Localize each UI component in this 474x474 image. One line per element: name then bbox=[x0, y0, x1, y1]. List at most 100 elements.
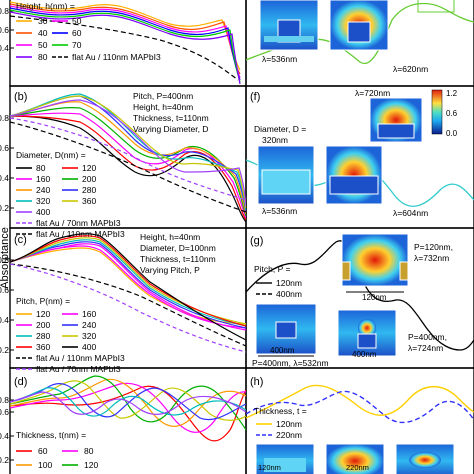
legend-c-item-7: 400 bbox=[62, 342, 96, 352]
map-e-1: λ=536nm bbox=[259, 0, 319, 64]
curve-d-t180 bbox=[10, 387, 246, 417]
legend-b-item-4: 240 bbox=[16, 185, 50, 195]
curve-b-flat70 bbox=[10, 117, 246, 201]
legend-b-item-5: 280 bbox=[62, 185, 96, 195]
curve-d-t120 bbox=[10, 375, 246, 431]
info-line: Pitch, P=400nm bbox=[133, 91, 193, 101]
legend-label: 360 bbox=[36, 342, 50, 352]
info-line: Height, h=40nm bbox=[140, 232, 200, 242]
curve-b-d320 bbox=[10, 93, 246, 211]
info-line: Thickness, t=110nm bbox=[133, 113, 209, 123]
legend-label: 400 bbox=[36, 207, 50, 217]
legend-a-item-7: flat Au / 110nm MAPbI3 bbox=[52, 52, 161, 62]
legend-b-item-8: 400 bbox=[16, 207, 50, 217]
panel-h-label: (h) bbox=[250, 376, 263, 388]
map-e-2: λ=620nm bbox=[329, 0, 428, 74]
map-f-2: λ=536nm bbox=[257, 145, 315, 216]
curve-b-d200 bbox=[10, 107, 246, 217]
y-tick-label: 0.6 bbox=[0, 25, 9, 35]
curve-c-flat70 bbox=[10, 263, 246, 353]
y-tick-label: 0.4 bbox=[0, 173, 9, 183]
legend-a-item-3: 60 bbox=[52, 28, 82, 38]
legend-title-d: Thickness, t(nm) = bbox=[16, 430, 86, 440]
map-f-3: λ=604nm bbox=[325, 145, 428, 218]
legend-a-item-5: 70 bbox=[52, 40, 82, 50]
y-tick-label: 0.6 bbox=[0, 285, 9, 295]
curve-c-p200 bbox=[10, 243, 246, 331]
legend-title-c: Pitch, P(nm) = bbox=[16, 296, 70, 306]
thickness-title: Thickness, t = bbox=[254, 406, 307, 416]
scale-label: 120nm bbox=[258, 463, 281, 472]
pitch-legend-0: 120nm bbox=[256, 278, 302, 288]
legend-b-item-6: 320 bbox=[16, 196, 50, 206]
info-line: Diameter, D=100nm bbox=[140, 243, 216, 253]
thickness-legend-1: 220nm bbox=[256, 430, 302, 440]
pitch-legend-1: 400nm bbox=[256, 289, 302, 299]
legend-c-item-3: 240 bbox=[62, 320, 96, 330]
panel-d-curves bbox=[10, 375, 246, 442]
curve-a-h70 bbox=[10, 9, 241, 83]
diameter-value: 320nm bbox=[262, 135, 288, 145]
map-caption: λ=724nm bbox=[408, 343, 443, 353]
curve-a-h80 bbox=[10, 11, 241, 85]
diameter-label: Diameter, D = bbox=[254, 124, 306, 134]
curve-c-p280 bbox=[10, 239, 246, 327]
info-line: Height, h=40nm bbox=[133, 102, 193, 112]
legend-c-item-5: 320 bbox=[62, 331, 96, 341]
panel-d-label: (d) bbox=[14, 376, 27, 388]
legend-label: 240 bbox=[36, 185, 50, 195]
curve-b-d400 bbox=[10, 99, 246, 207]
map-caption: λ=536nm bbox=[262, 206, 297, 216]
panel-c-label: (c) bbox=[14, 234, 27, 246]
map-g-2: 400nm P=400nm, λ=532nm bbox=[252, 303, 329, 368]
legend-a-item-1: 50 bbox=[52, 16, 82, 26]
legend-b-item-3: 200 bbox=[62, 174, 96, 184]
panel-b-curves bbox=[10, 93, 246, 223]
legend-label: 200 bbox=[36, 320, 50, 330]
panel-c-curves bbox=[10, 233, 246, 353]
curve-h-120 bbox=[246, 384, 474, 419]
legend-label: 40 bbox=[38, 28, 48, 38]
legend-label: 50 bbox=[72, 16, 82, 26]
legend-label: 60 bbox=[38, 446, 48, 456]
panel-d-legend: Thickness, t(nm) = 60 80 100 120 bbox=[16, 430, 98, 470]
legend-label: 360 bbox=[82, 196, 96, 206]
map-f-1 bbox=[369, 97, 423, 143]
legend-label: 120 bbox=[82, 163, 96, 173]
scale-label: 400nm bbox=[352, 350, 377, 359]
legend-title-b: Diameter, D(nm) = bbox=[16, 150, 86, 160]
colorbar-tick: 1.2 bbox=[446, 89, 458, 98]
y-tick-label: 0.2 bbox=[0, 203, 9, 213]
pitch-item: 400nm bbox=[276, 289, 302, 299]
legend-label: flat Au / 70nm MAPbI3 bbox=[36, 364, 121, 374]
y-tick-label: 0.6 bbox=[0, 143, 9, 153]
map-caption: λ=620nm bbox=[393, 64, 428, 74]
legend-label: 80 bbox=[36, 163, 46, 173]
legend-label: 120 bbox=[36, 309, 50, 319]
legend-label: 160 bbox=[82, 309, 96, 319]
y-tick-label: 0.8 bbox=[0, 395, 9, 405]
curve-b-d360 bbox=[10, 95, 246, 209]
info-line: Varying Pitch, P bbox=[140, 265, 200, 275]
legend-label: 80 bbox=[38, 52, 48, 62]
map-h-2: 220nm bbox=[325, 443, 385, 474]
legend-label: flat Au / 110nm MAPbI3 bbox=[36, 353, 125, 363]
legend-label: 280 bbox=[82, 185, 96, 195]
legend-d-item-3: 120 bbox=[62, 460, 98, 470]
legend-label: 60 bbox=[72, 28, 82, 38]
legend-label: 50 bbox=[38, 40, 48, 50]
legend-label: 320 bbox=[36, 196, 50, 206]
legend-label: flat Au / 110nm MAPbI3 bbox=[72, 52, 161, 62]
y-tick-label: 0.2 bbox=[0, 345, 9, 355]
map-caption: P=400nm, λ=532nm bbox=[252, 358, 329, 368]
curve-d-t140 bbox=[10, 380, 246, 421]
curve-e-marker bbox=[417, 0, 455, 13]
legend-d-item-0: 60 bbox=[16, 446, 48, 456]
legend-c-item-9: flat Au / 70nm MAPbI3 bbox=[16, 364, 121, 374]
legend-a-item-2: 40 bbox=[16, 28, 48, 38]
y-tick-label: 0.8 bbox=[0, 255, 9, 265]
scale-label: 120nm bbox=[362, 293, 387, 302]
curve-a-flat bbox=[10, 15, 239, 81]
